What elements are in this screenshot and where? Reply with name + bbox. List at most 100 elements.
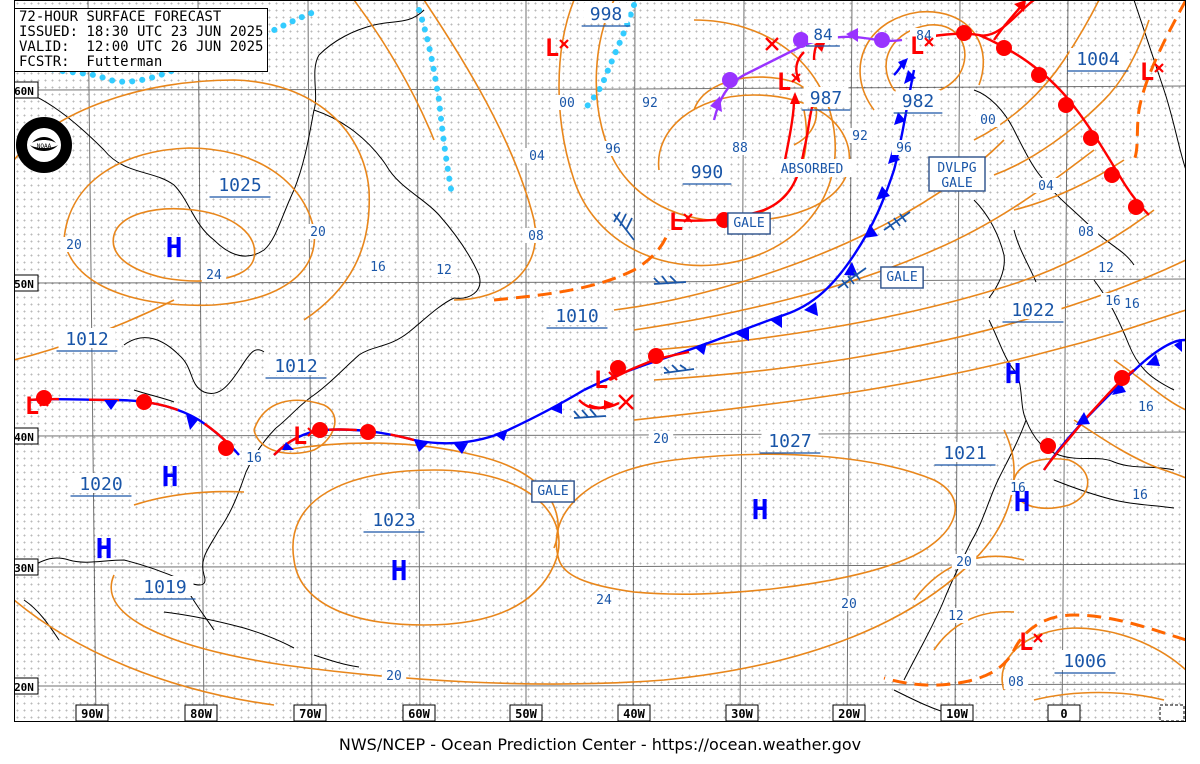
forecast-header: 72-HOUR SURFACE FORECAST ISSUED: 18:30 U…: [14, 8, 269, 72]
lat-label-box: [14, 558, 39, 576]
isobar-label-bg: [1003, 674, 1029, 689]
isobar-label-bg: [523, 228, 549, 243]
low-center-x-icon: [1033, 633, 1043, 643]
lon-label: 60W: [408, 707, 430, 721]
pressure-center-label: 990: [691, 162, 724, 183]
high-pressure-symbol: H: [1014, 485, 1031, 518]
high-pressure-symbol: H: [162, 460, 179, 493]
pressure-center-label-bg: [1056, 650, 1114, 670]
isobar-label: 12: [436, 263, 452, 278]
low-pressure-symbol: L: [1140, 58, 1154, 86]
isobar-label: 20: [841, 597, 857, 612]
isobar-label: 12: [1098, 261, 1114, 276]
gale-warning-label-box: [727, 212, 771, 235]
isobars: [14, 0, 1186, 706]
isobar-label: 24: [596, 593, 612, 608]
pressure-center-label: 84: [813, 25, 832, 44]
isobar-label-bg: [1100, 293, 1126, 308]
isobar-label-bg: [1073, 224, 1099, 239]
lat-label-box: [14, 427, 39, 445]
lat-label-box: [14, 274, 39, 292]
isobar-label-bg: [943, 608, 969, 623]
graticule: [14, 0, 1186, 722]
pressure-center-label: 1004: [1076, 49, 1119, 70]
pressure-center-label-bg: [365, 509, 423, 529]
low-pressure-symbol: L: [669, 208, 683, 236]
pressure-center-label-bg: [211, 174, 269, 194]
isobar-label-bg: [1093, 260, 1119, 275]
isobar-label: 08: [1078, 225, 1094, 240]
lat-label: 20N: [14, 681, 34, 694]
low-pressure-symbol: L: [545, 34, 559, 62]
isobar-label: 24: [206, 268, 222, 283]
lat-label: 40N: [14, 431, 34, 444]
trough-lines: [493, 0, 1186, 687]
low-pressure-symbol: L: [777, 68, 791, 96]
isobar-label: 04: [1038, 179, 1054, 194]
pressure-center-label-bg: [583, 3, 629, 23]
isobar-label: 20: [66, 238, 82, 253]
isobar-label: 92: [852, 129, 868, 144]
isobar-label: 16: [246, 451, 262, 466]
pressure-center-label-bg: [1069, 48, 1127, 68]
lon-label: 30W: [731, 707, 753, 721]
low-pressure-symbol: L: [1019, 628, 1033, 656]
isobar-label: 08: [528, 229, 544, 244]
lon-label: 10W: [946, 707, 968, 721]
isobar-label: 96: [896, 141, 912, 156]
lat-label: 60N: [14, 85, 34, 98]
gale-warning-label: GALE: [886, 270, 917, 285]
forecaster-name: FCSTR: Futterman: [19, 54, 163, 70]
chart-area: 60N 50N 40N 30N 20N 90W 80W 70W 60W 50W 40W 30W 20W 1…: [14, 0, 1186, 722]
low-pressure-symbol: L: [910, 32, 924, 60]
isobar-label-bg: [600, 141, 626, 156]
pressure-center-label: 1006: [1063, 651, 1106, 672]
isobar-label-bg: [381, 668, 407, 683]
isobar-label-bg: [241, 450, 267, 465]
pressure-center-label-bg: [548, 305, 606, 325]
pressure-center-label: 1023: [372, 510, 415, 531]
lat-label: 30N: [14, 562, 34, 575]
pressure-center-label: 1025: [218, 175, 261, 196]
pressure-center-label: 987: [810, 88, 843, 109]
lat-label-box: [14, 81, 39, 99]
isobar-label-bg: [951, 554, 977, 569]
isobar-label: 16: [1138, 400, 1154, 415]
corner-tag-box: [1159, 704, 1185, 722]
pressure-center-label-bg: [267, 355, 325, 375]
developing-gale-box: [928, 156, 986, 192]
isobar-label: 04: [529, 149, 545, 164]
isobar-label: 00: [980, 113, 996, 128]
map-labels: 60N 50N 40N 30N 20N 90W 80W 70W 60W 50W 40W 30W 20W 1…: [14, 3, 1185, 722]
lon-label: 90W: [81, 707, 103, 721]
gale-warning-label-box: [880, 266, 924, 289]
issued-time: ISSUED: 18:30 UTC 23 JUN 2025: [19, 24, 264, 40]
pressure-center-label-bg: [808, 25, 838, 43]
isobar-label: 16: [1132, 488, 1148, 503]
developing-label: DVLPG: [937, 161, 976, 176]
lon-label: 80W: [190, 707, 212, 721]
isobar-label: 88: [732, 141, 748, 156]
logo-text: NOAA: [37, 143, 52, 150]
isobar-label-bg: [554, 95, 580, 110]
isobar-label-bg: [637, 95, 663, 110]
pressure-center-label: 1021: [943, 443, 986, 464]
lon-label: 20W: [838, 707, 860, 721]
isobar-label-bg: [891, 140, 917, 155]
gale-warning-label-box: [531, 480, 575, 503]
pressure-center-label: 998: [590, 4, 623, 25]
isobar-label-bg: [524, 148, 550, 163]
isobar-label: 12: [948, 609, 964, 624]
pressure-center-label-bg: [803, 87, 849, 107]
absorbed-label: ABSORBED: [781, 162, 844, 177]
isobar-label-bg: [61, 237, 87, 252]
pressure-center-label: 1012: [65, 329, 108, 350]
pressure-center-label-bg: [761, 430, 819, 450]
pressure-center-label: 1022: [1011, 300, 1054, 321]
pressure-center-label: 1012: [274, 356, 317, 377]
isobar-label: 16: [1105, 294, 1121, 309]
low-pressure-symbol: L: [594, 366, 608, 394]
pressure-center-label-bg: [1004, 299, 1062, 319]
pressure-center-label-bg: [72, 473, 130, 493]
isobar-label-bg: [431, 262, 457, 277]
